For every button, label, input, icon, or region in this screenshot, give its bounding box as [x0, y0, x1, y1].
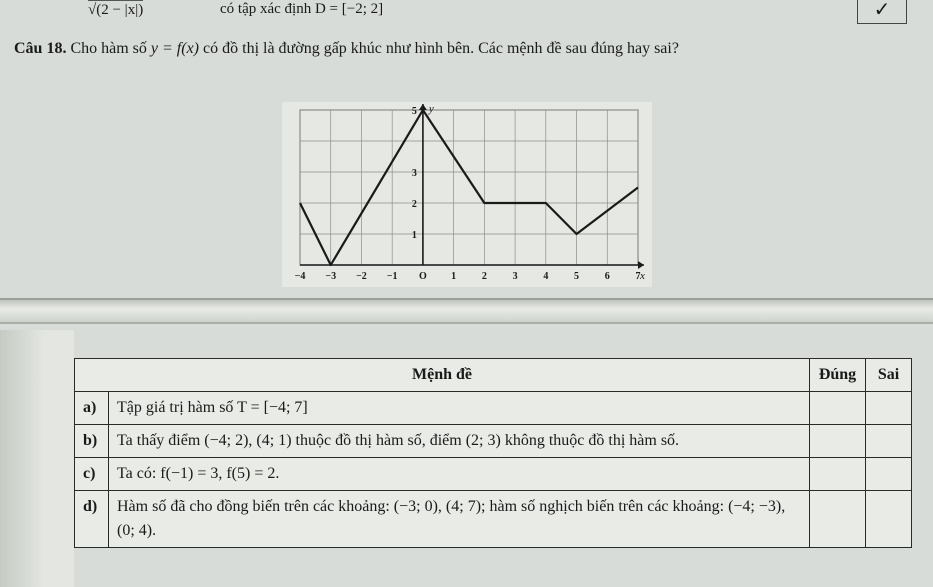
cell-sai[interactable]	[866, 425, 912, 458]
row-text: Ta thấy điểm (−4; 2), (4; 1) thuộc đồ th…	[109, 425, 810, 458]
row-letter: d)	[75, 491, 109, 548]
function-graph: xy−4−3−2−1O12345671235	[282, 102, 652, 287]
table-row: b)Ta thấy điểm (−4; 2), (4; 1) thuộc đồ …	[75, 425, 912, 458]
question-body-2: có đồ thị là đường gấp khúc như hình bên…	[203, 40, 679, 57]
table-row: c)Ta có: f(−1) = 3, f(5) = 2.	[75, 458, 912, 491]
question-body-1: Cho hàm số	[70, 40, 150, 57]
header-menhde: Mệnh đề	[75, 359, 810, 392]
svg-text:3: 3	[512, 271, 517, 282]
svg-text:7: 7	[635, 271, 640, 282]
svg-text:−1: −1	[386, 271, 397, 282]
fragment-text: có tập xác định D = [−2; 2]	[220, 1, 383, 18]
question-label: Câu 18.	[14, 40, 66, 57]
svg-text:2: 2	[411, 199, 416, 210]
cell-sai[interactable]	[866, 458, 912, 491]
svg-text:−4: −4	[294, 271, 305, 282]
previous-question-fragment: √(2 − |x|) có tập xác định D = [−2; 2] ✓	[0, 0, 933, 28]
fragment-expression: √(2 − |x|)	[88, 0, 143, 19]
header-sai: Sai	[866, 359, 912, 392]
question-18: Câu 18. Cho hàm số y = f(x) có đồ thị là…	[14, 36, 919, 62]
cell-sai[interactable]	[866, 491, 912, 548]
cell-dung[interactable]	[810, 392, 866, 425]
row-letter: c)	[75, 458, 109, 491]
svg-text:5: 5	[574, 271, 579, 282]
row-text: Hàm số đã cho đồng biến trên các khoảng:…	[109, 491, 810, 548]
left-margin-shadow	[0, 330, 74, 587]
svg-text:1: 1	[451, 271, 456, 282]
table-header-row: Mệnh đề Đúng Sai	[75, 359, 912, 392]
graph-container: xy−4−3−2−1O12345671235	[0, 102, 933, 287]
svg-text:1: 1	[411, 230, 416, 241]
truefalse-table: Mệnh đề Đúng Sai a)Tập giá trị hàm số T …	[74, 358, 912, 548]
svg-text:−2: −2	[356, 271, 367, 282]
cell-sai[interactable]	[866, 392, 912, 425]
svg-text:3: 3	[411, 168, 416, 179]
svg-text:4: 4	[543, 271, 548, 282]
cell-dung[interactable]	[810, 491, 866, 548]
table-row: a)Tập giá trị hàm số T = [−4; 7]	[75, 392, 912, 425]
svg-text:2: 2	[481, 271, 486, 282]
cell-dung[interactable]	[810, 425, 866, 458]
fragment-checkmark: ✓	[857, 0, 907, 24]
table-row: d)Hàm số đã cho đồng biến trên các khoản…	[75, 491, 912, 548]
row-text: Tập giá trị hàm số T = [−4; 7]	[109, 392, 810, 425]
question-function: y = f(x)	[151, 40, 199, 57]
page-fold	[0, 298, 933, 324]
row-text: Ta có: f(−1) = 3, f(5) = 2.	[109, 458, 810, 491]
header-dung: Đúng	[810, 359, 866, 392]
svg-text:5: 5	[411, 106, 416, 117]
truefalse-table-wrap: Mệnh đề Đúng Sai a)Tập giá trị hàm số T …	[74, 358, 912, 548]
svg-text:−3: −3	[325, 271, 336, 282]
svg-text:O: O	[419, 271, 427, 282]
svg-text:y: y	[427, 103, 433, 115]
cell-dung[interactable]	[810, 458, 866, 491]
svg-text:6: 6	[604, 271, 609, 282]
row-letter: b)	[75, 425, 109, 458]
row-letter: a)	[75, 392, 109, 425]
